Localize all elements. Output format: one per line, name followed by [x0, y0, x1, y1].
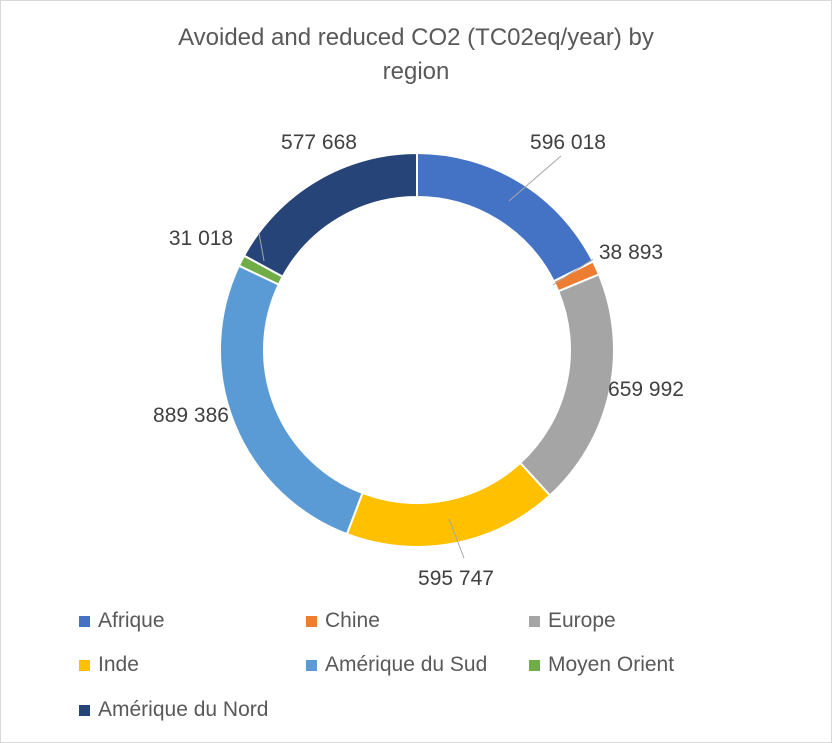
data-label-moyen-orient: 31 018: [169, 227, 233, 250]
slice-amerique-du-nord: [242, 151, 418, 279]
legend-swatch: [79, 615, 90, 627]
legend-swatch: [529, 659, 540, 671]
legend-swatch: [306, 615, 317, 627]
data-label-amerique-du-nord: 577 668: [281, 131, 357, 154]
legend-label: Europe: [548, 609, 616, 632]
legend-item-moyen-orient: Moyen Orient: [529, 653, 674, 677]
slice-afrique: [416, 151, 595, 283]
data-label-inde: 595 747: [418, 567, 494, 590]
legend-item-europe: Europe: [529, 609, 616, 633]
chart-title-line-2: region: [382, 58, 450, 85]
data-label-europe: 659 992: [608, 378, 684, 401]
legend-label: Amérique du Sud: [325, 653, 488, 676]
legend-item-amerique-du-sud: Amérique du Sud: [306, 653, 487, 677]
leader-line-inde: [448, 518, 465, 559]
legend-label: Amérique du Nord: [98, 698, 269, 721]
chart-title: Avoided and reduced CO2 (TC02eq/year) by…: [1, 21, 831, 89]
data-label-chine: 38 893: [599, 241, 663, 264]
leader-line-chine: [552, 258, 594, 286]
slice-inde: [345, 461, 552, 548]
legend-item-afrique: Afrique: [79, 609, 165, 633]
chart-title-line-1: Avoided and reduced CO2 (TC02eq/year) by: [178, 24, 654, 51]
leader-line-moyen-orient: [258, 232, 265, 262]
legend-item-inde: Inde: [79, 653, 139, 677]
data-label-amerique-du-sud: 889 386: [153, 404, 229, 427]
legend-item-amerique-du-nord: Amérique du Nord: [79, 698, 268, 722]
slice-amerique-du-sud: [219, 264, 364, 536]
legend-swatch: [529, 615, 540, 627]
legend-item-chine: Chine: [306, 609, 380, 633]
legend-label: Inde: [98, 653, 139, 676]
legend-label: Chine: [325, 609, 380, 632]
data-label-afrique: 596 018: [530, 131, 606, 154]
legend-swatch: [79, 659, 90, 671]
legend-swatch: [79, 704, 90, 716]
legend-label: Moyen Orient: [548, 653, 675, 676]
legend-label: Afrique: [98, 609, 165, 632]
leader-line-afrique: [508, 155, 562, 202]
slice-europe: [518, 273, 615, 497]
legend-swatch: [306, 659, 317, 671]
